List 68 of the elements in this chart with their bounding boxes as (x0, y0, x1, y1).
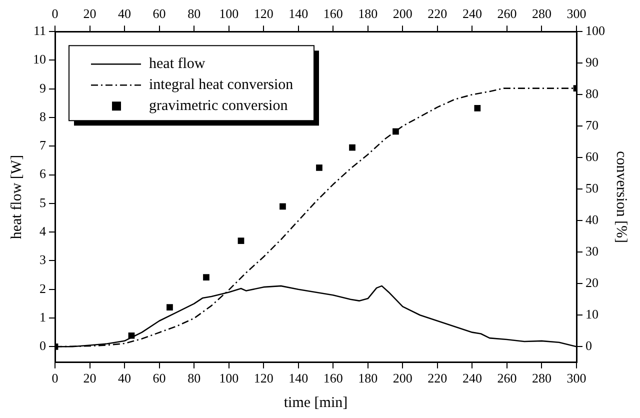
point (474, 104, 481, 112)
x-tick-label: 140 (288, 370, 308, 386)
x2-tick-label: 0 (52, 6, 58, 22)
y-tick-label: 3 (40, 252, 46, 268)
x2-tick-label: 280 (532, 6, 552, 22)
y-tick-label: 10 (33, 52, 46, 67)
x-tick-label: 60 (152, 370, 166, 386)
x2-tick-label: 260 (497, 6, 517, 22)
x2-tick-label: 180 (358, 6, 378, 22)
x-tick-label: 220 (428, 370, 448, 386)
x-tick-label: 40 (118, 370, 132, 386)
y-tick-label: 4 (40, 224, 46, 239)
x-tick-label: 0 (52, 370, 58, 386)
legend-label: gravimetric conversion (149, 98, 288, 114)
x-tick-label: 20 (83, 370, 96, 386)
point (203, 274, 210, 281)
y2-tick-label: 0 (586, 338, 592, 354)
y-tick-label: 5 (40, 194, 46, 210)
y-tick-label: 7 (40, 138, 46, 153)
legend-label: integral heat conversion (149, 77, 294, 94)
point (166, 304, 173, 310)
x2-tick-label: 100 (219, 6, 239, 22)
y-tick-label: 0 (40, 338, 46, 354)
x2-tick-label: 60 (152, 6, 166, 22)
y2-tick-label: 100 (586, 23, 605, 38)
x2-tick-label: 40 (118, 6, 132, 22)
x2-tick-label: 220 (428, 6, 448, 22)
x-tick-label: 240 (462, 370, 482, 386)
x-tick-label: 100 (219, 370, 239, 386)
x-tick-label: 300 (566, 370, 586, 386)
y2-tick-label: 60 (586, 149, 598, 164)
y-tick-label: 9 (40, 80, 46, 96)
y2-tick-label: 70 (586, 118, 598, 133)
x2-tick-label: 160 (323, 6, 343, 22)
x-tick-label: 180 (358, 370, 378, 386)
point (316, 164, 322, 171)
y-tick-label: 11 (33, 23, 46, 38)
x2-tick-label: 200 (392, 6, 412, 22)
y-tick-label: 2 (40, 280, 46, 296)
point (349, 144, 356, 151)
x2-tick-label: 240 (462, 6, 482, 22)
x-tick-label: 80 (188, 370, 201, 386)
y2-tick-label: 10 (586, 306, 598, 322)
y2-tick-label: 30 (586, 244, 598, 259)
x2-tick-label: 20 (83, 6, 96, 22)
y2-tick-label: 40 (586, 212, 598, 228)
x2-tick-label: 120 (254, 6, 274, 22)
point (280, 203, 286, 210)
y2-tick-label: 50 (586, 180, 598, 196)
y-tick-label: 8 (40, 108, 46, 124)
x-tick-label: 280 (532, 370, 552, 386)
x2-tick-label: 140 (288, 6, 308, 22)
x2-tick-label: 300 (566, 6, 586, 22)
x-axis-title: time [min] (284, 394, 348, 411)
x2-tick-label: 80 (188, 6, 201, 22)
y-axis-title: heat flow [W] (8, 154, 25, 240)
y-tick-label: 6 (40, 166, 46, 182)
y2-tick-label: 20 (586, 275, 598, 290)
x-tick-label: 200 (392, 370, 412, 386)
y-tick-label: 1 (40, 309, 46, 324)
y2-tick-label: 90 (586, 54, 598, 70)
x-tick-label: 260 (497, 370, 517, 386)
x-tick-label: 120 (254, 370, 274, 386)
y2-axis-title: conversion [%] (613, 150, 630, 244)
x-tick-label: 160 (323, 370, 343, 386)
point (238, 238, 244, 244)
y2-tick-label: 80 (586, 86, 598, 102)
legend-label: heat flow (149, 56, 206, 72)
